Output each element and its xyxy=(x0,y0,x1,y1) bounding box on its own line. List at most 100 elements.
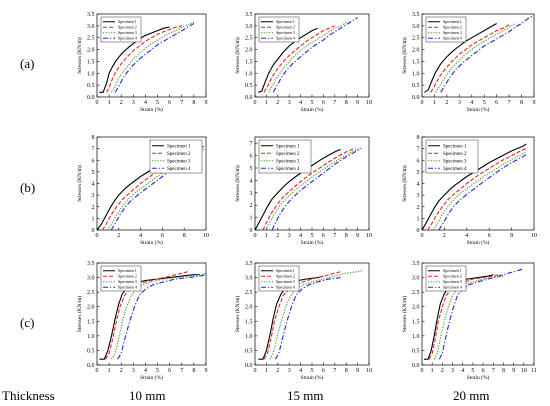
x-tick-label: 6 xyxy=(495,100,498,106)
y-tick-label: 6 xyxy=(417,158,420,164)
y-tick-label: 2.0 xyxy=(87,305,95,311)
y-tick-label: 3.0 xyxy=(412,24,420,30)
x-tick-label: 6 xyxy=(168,368,171,374)
series-line-specimen-3 xyxy=(268,21,347,93)
x-tick-label: 6 xyxy=(482,368,485,374)
y-tick-label: 1.0 xyxy=(87,71,95,77)
x-tick-label: 8 xyxy=(192,100,195,106)
legend-label-specimen-3: Specimen 3 xyxy=(443,160,467,165)
y-tick-label: 0.0 xyxy=(87,95,95,101)
y-tick-label: 1 xyxy=(92,216,95,222)
x-tick-label: 7 xyxy=(492,368,495,374)
legend-label-specimen-1: Specimen 1 xyxy=(443,19,462,24)
y-tick-label: 3.5 xyxy=(87,261,95,267)
y-axis-label: Stresses (KN/m) xyxy=(234,165,241,202)
y-tick-label: 7 xyxy=(92,147,95,153)
chart-panel-7: 0 1 2 3 4 5 6 7 8 9 0.0 0.5 1.0 1.5 2.0 2.5 3.0 3.5 Strain… xyxy=(76,261,208,381)
y-tick-label: 3.0 xyxy=(245,276,253,282)
legend-label-specimen-1: Specimen 1 xyxy=(118,19,137,24)
y-tick-label: 0.0 xyxy=(412,95,420,101)
y-tick-label: 2.5 xyxy=(87,36,95,42)
x-tick-label: 9 xyxy=(205,100,208,106)
series-line-specimen-4 xyxy=(114,23,195,93)
series-line-specimen-4 xyxy=(117,274,207,360)
x-tick-label: 4 xyxy=(144,368,147,374)
legend-label-specimen-2: Specimen 2 xyxy=(118,25,137,30)
x-tick-label: 0 xyxy=(254,233,257,239)
x-tick-label: 7 xyxy=(333,233,336,239)
x-tick-label: 3 xyxy=(132,100,135,106)
x-tick-label: 3 xyxy=(288,368,291,374)
y-tick-label: 4 xyxy=(417,182,420,188)
x-tick-label: 7 xyxy=(180,100,183,106)
x-tick-label: 3 xyxy=(288,233,291,239)
chart-panel-9: 0 1 2 3 4 5 6 7 8 9 10 11 0.0 0.5 1.0 1.5 2.0 2.5 3.0 3.5 St… xyxy=(401,261,537,381)
y-tick-label: 5 xyxy=(92,170,95,176)
x-tick-label: 2 xyxy=(117,233,120,239)
legend-label-specimen-1: Specimen 1 xyxy=(167,145,191,150)
legend-label-specimen-1: Specimen 1 xyxy=(276,19,295,24)
y-tick-label: 1 xyxy=(250,216,253,222)
legend-label-specimen-3: Specimen 3 xyxy=(276,30,295,35)
x-tick-label: 8 xyxy=(520,100,523,106)
y-axis-label: Stresses (KN/m) xyxy=(76,165,83,202)
x-tick-label: 9 xyxy=(356,100,359,106)
legend-label-specimen-1: Specimen 1 xyxy=(443,268,462,273)
x-tick-label: 2 xyxy=(276,233,279,239)
y-tick-label: 2.0 xyxy=(245,305,253,311)
chart-panel-1: 0 1 2 3 4 5 6 7 8 9 0.0 0.5 1.0 1.5 2.0 2.5 3.0 3.5 Strain… xyxy=(76,12,208,113)
chart-panel-2: 0 1 2 3 4 5 6 7 8 9 10 0.0 0.5 1.0 1.5 2.0 2.5 3.0 3.5 Stra… xyxy=(234,12,372,113)
series-line-specimen-4 xyxy=(272,17,358,93)
x-tick-label: 10 xyxy=(366,233,372,239)
x-tick-label: 4 xyxy=(299,100,302,106)
legend-label-specimen-4: Specimen 4 xyxy=(443,285,462,290)
legend-label-specimen-4: Specimen 4 xyxy=(276,36,295,41)
chart-panel-5: 0 1 2 3 4 5 6 7 8 9 10 0 1 2 3 4 5 6 7 Strain (%) Stresses (… xyxy=(234,136,372,246)
x-tick-label: 7 xyxy=(180,368,183,374)
y-tick-label: 2 xyxy=(92,205,95,211)
y-tick-label: 0 xyxy=(92,228,95,234)
y-tick-label: 1.5 xyxy=(87,319,95,325)
series-line-specimen-3 xyxy=(269,269,364,360)
series-line-specimen-2 xyxy=(430,24,510,93)
legend-label-specimen-4: Specimen 4 xyxy=(276,167,300,172)
y-tick-label: 6 xyxy=(92,158,95,164)
y-tick-label: 0.0 xyxy=(87,363,95,369)
y-tick-label: 0.0 xyxy=(245,363,253,369)
legend-label-specimen-4: Specimen 4 xyxy=(118,36,137,41)
legend-label-specimen-1: Specimen 1 xyxy=(118,268,137,273)
series-line-specimen-2 xyxy=(263,25,336,93)
legend-label-specimen-1: Specimen 1 xyxy=(443,145,467,150)
x-tick-label: 0 xyxy=(96,100,99,106)
x-tick-label: 1 xyxy=(431,368,434,374)
legend-label-specimen-4: Specimen 4 xyxy=(443,36,462,41)
x-tick-label: 4 xyxy=(470,100,473,106)
y-tick-label: 3.0 xyxy=(87,24,95,30)
x-tick-label: 4 xyxy=(139,233,142,239)
y-tick-label: 3.0 xyxy=(412,276,420,282)
x-tick-label: 1 xyxy=(433,100,436,106)
series-line-specimen-1 xyxy=(258,275,324,360)
x-tick-label: 4 xyxy=(299,368,302,374)
x-axis-label: Strain (%) xyxy=(140,374,163,381)
y-tick-label: 8 xyxy=(417,135,420,141)
legend-label-specimen-3: Specimen 3 xyxy=(118,279,137,284)
x-tick-label: 2 xyxy=(441,368,444,374)
y-tick-label: 3 xyxy=(92,193,95,199)
y-tick-label: 4 xyxy=(92,182,95,188)
x-tick-label: 3 xyxy=(132,368,135,374)
x-tick-label: 8 xyxy=(345,100,348,106)
x-tick-label: 1 xyxy=(265,100,268,106)
legend-label-specimen-4: Specimen 4 xyxy=(167,167,191,172)
series-line-specimen-3 xyxy=(435,23,516,93)
series-line-specimen-3 xyxy=(433,275,504,360)
series-line-specimen-3 xyxy=(111,21,195,93)
legend-label-specimen-3: Specimen 3 xyxy=(167,160,191,165)
y-tick-label: 3.0 xyxy=(245,24,253,30)
legend-label-specimen-1: Specimen 1 xyxy=(276,268,295,273)
x-tick-label: 10 xyxy=(203,233,209,239)
x-tick-label: 5 xyxy=(471,368,474,374)
series-line-specimen-2 xyxy=(262,147,356,231)
x-tick-label: 2 xyxy=(276,100,279,106)
chart-panel-3: 0 1 2 3 4 5 6 7 8 9 0.0 0.5 1.0 1.5 2.0 2.5 3.0 3.5 Strain… xyxy=(401,12,536,113)
